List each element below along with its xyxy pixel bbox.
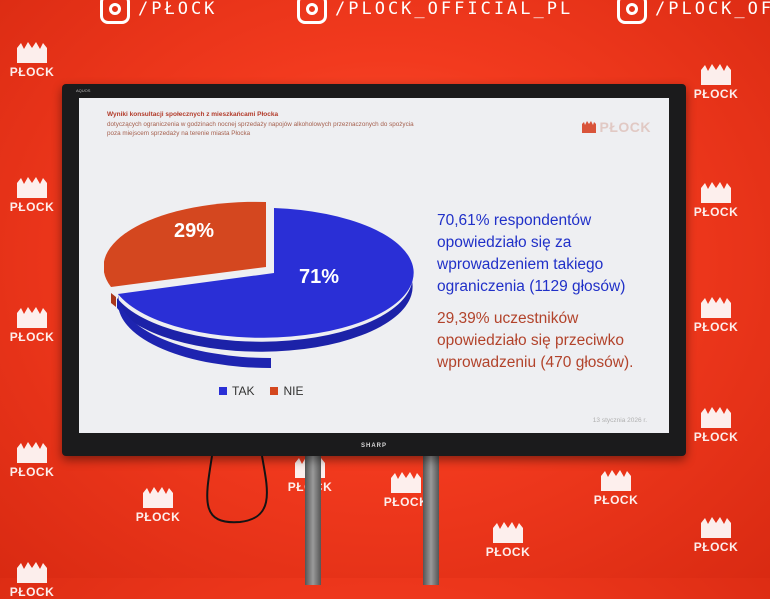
pie-label-nie: 29%: [174, 220, 215, 242]
power-cable: [206, 455, 268, 524]
social-handle-tiktok: /PLOCK_OFFI: [617, 0, 770, 24]
banner-logo: PŁOCK: [4, 440, 60, 479]
stat-no-text: 29,39% uczestników opowiedziało się prze…: [437, 310, 634, 371]
banner-logo: PŁOCK: [480, 520, 536, 559]
castle-icon: [701, 517, 731, 538]
stand-pole-right: [423, 455, 439, 585]
castle-icon: [701, 182, 731, 203]
slide-subtitle-line1: dotyczących ograniczenia w godzinach noc…: [107, 121, 414, 128]
banner-logo: PŁOCK: [588, 468, 644, 507]
castle-icon: [581, 121, 596, 133]
castle-icon: [701, 297, 731, 318]
banner-logo: PŁOCK: [688, 515, 744, 554]
legend-item-nie: NIE: [270, 384, 303, 398]
legend-swatch-nie: [270, 387, 279, 395]
banner-logo: PŁOCK: [688, 295, 744, 334]
castle-icon: [17, 42, 47, 63]
slide-title: Wyniki konsultacji społecznych z mieszka…: [107, 111, 279, 118]
castle-icon: [17, 177, 47, 198]
instagram-icon: [297, 0, 327, 24]
banner-logo: PŁOCK: [4, 175, 60, 214]
social-handle-top-left: /PŁOCK: [100, 0, 217, 24]
castle-icon: [493, 522, 523, 543]
pie-label-tak: 71%: [299, 266, 340, 288]
banner-logo: PŁOCK: [130, 485, 186, 524]
banner-logo: PŁOCK: [688, 62, 744, 101]
castle-icon: [701, 407, 731, 428]
banner-logo: PŁOCK: [378, 470, 434, 509]
castle-icon: [17, 307, 47, 328]
legend-swatch-tak: [219, 387, 227, 395]
banner-logo: PŁOCK: [688, 405, 744, 444]
social-handle-instagram: /PLOCK_OFFICIAL_PL: [297, 0, 573, 24]
slide-subtitle-line2: poza miejscem sprzedaży na terenie miast…: [107, 130, 251, 137]
pie-slice-nie: [104, 201, 266, 287]
castle-icon: [17, 442, 47, 463]
pie-chart: [104, 201, 414, 369]
pie-slice-tak: [118, 208, 414, 338]
stat-yes-text: 70,61% respondentów opowiedziało się za …: [437, 212, 626, 295]
tv-display: AQUOS Wyniki konsultacji społecznych z m…: [62, 84, 686, 456]
legend-item-tak: TAK: [219, 384, 254, 398]
pie-slice-depth-tak-side: [117, 293, 271, 369]
stand-pole-left: [305, 455, 321, 585]
presentation-slide: Wyniki konsultacji społecznych z mieszka…: [79, 98, 669, 433]
castle-icon: [391, 472, 421, 493]
banner-logo: PŁOCK: [4, 40, 60, 79]
instagram-icon: [100, 0, 130, 24]
castle-icon: [701, 64, 731, 85]
tiktok-icon: [617, 0, 647, 24]
tv-model-label: AQUOS: [76, 88, 91, 93]
banner-logo: PŁOCK: [688, 180, 744, 219]
banner-logo: PŁOCK: [4, 305, 60, 344]
slide-date: 13 stycznia 2026 r.: [592, 417, 647, 424]
slide-logo: PŁOCK: [581, 119, 652, 135]
castle-icon: [601, 470, 631, 491]
chart-legend: TAK NIE: [219, 384, 303, 398]
tv-brand-label: SHARP: [360, 443, 387, 449]
pie-slice-depth-nie: [111, 293, 116, 307]
castle-icon: [143, 487, 173, 508]
